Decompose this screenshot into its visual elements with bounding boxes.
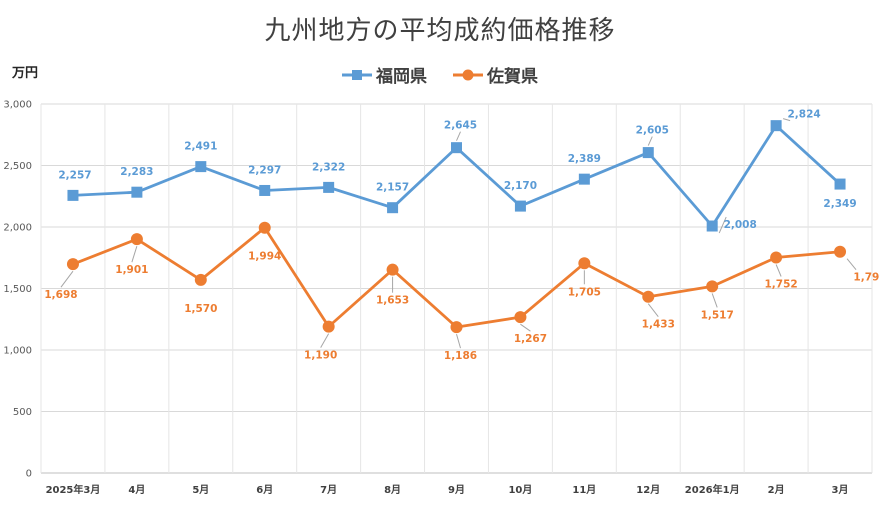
data-label: 2,322 xyxy=(312,161,345,173)
x-tick-label: 10月 xyxy=(508,484,532,496)
data-point-marker[interactable] xyxy=(642,290,655,303)
data-point-marker[interactable] xyxy=(834,178,846,190)
data-label-leader-line xyxy=(456,333,461,349)
y-tick-label: 3,000 xyxy=(3,100,32,111)
data-point-marker[interactable] xyxy=(67,189,79,201)
chart-title: 九州地方の平均成約価格推移 xyxy=(264,16,616,46)
data-point-marker[interactable] xyxy=(194,273,207,286)
data-label-leader-line xyxy=(60,270,74,288)
data-point-marker[interactable] xyxy=(323,181,335,193)
y-tick-label: 2,000 xyxy=(3,223,32,234)
data-point-marker[interactable] xyxy=(770,120,782,132)
y-tick-label: 500 xyxy=(13,407,32,418)
x-tick-label: 4月 xyxy=(128,484,145,496)
data-label: 1,186 xyxy=(444,350,477,362)
x-tick-label: 8月 xyxy=(384,484,401,496)
x-tick-label: 7月 xyxy=(320,484,337,496)
data-label: 1,705 xyxy=(568,286,601,298)
data-label: 2,157 xyxy=(376,182,409,194)
data-label: 1,698 xyxy=(44,289,77,301)
data-label-leader-line xyxy=(782,118,791,122)
x-tick-label: 9月 xyxy=(448,484,465,496)
data-point-marker[interactable] xyxy=(706,280,719,293)
data-point-marker[interactable] xyxy=(770,251,783,264)
data-label: 2,349 xyxy=(823,198,856,210)
data-point-marker[interactable] xyxy=(578,257,591,270)
y-tick-label: 0 xyxy=(26,469,32,480)
data-label: 1,752 xyxy=(765,279,798,291)
data-point-marker[interactable] xyxy=(386,263,399,276)
data-point-marker[interactable] xyxy=(130,233,143,246)
data-label: 1,517 xyxy=(701,309,734,321)
data-label: 2,283 xyxy=(120,166,153,178)
data-point-marker[interactable] xyxy=(131,186,143,198)
data-label-leader-line xyxy=(520,323,531,332)
data-label-leader-line xyxy=(131,246,138,263)
data-label: 2,645 xyxy=(444,120,477,132)
data-point-marker[interactable] xyxy=(514,311,527,324)
data-label: 2,297 xyxy=(248,164,281,176)
data-point-marker[interactable] xyxy=(578,173,590,185)
data-label-leader-line xyxy=(456,131,461,141)
legend-label-saga: 佐賀県 xyxy=(487,67,538,87)
x-tick-label: 6月 xyxy=(256,484,273,496)
data-label-leader-line xyxy=(647,303,659,318)
data-label-leader-line xyxy=(775,264,782,277)
legend-item-saga[interactable]: 佐賀県 xyxy=(453,62,538,87)
data-label: 2,824 xyxy=(788,109,821,121)
data-point-marker[interactable] xyxy=(834,245,847,258)
data-label: 1,433 xyxy=(642,319,675,331)
data-label: 1,267 xyxy=(514,333,547,345)
data-label: 2,605 xyxy=(636,125,669,137)
data-point-marker[interactable] xyxy=(514,200,526,212)
legend-marker-circle-icon xyxy=(453,69,483,80)
data-label: 2,389 xyxy=(568,153,601,165)
data-label: 2,257 xyxy=(58,169,91,181)
data-label: 1,901 xyxy=(115,264,148,276)
data-label: 1,190 xyxy=(304,350,337,362)
x-tick-label: 12月 xyxy=(636,484,660,496)
data-point-marker[interactable] xyxy=(387,202,399,214)
data-label-leader-line xyxy=(846,258,857,271)
data-point-marker[interactable] xyxy=(706,220,718,232)
x-tick-label: 5月 xyxy=(192,484,209,496)
data-point-marker[interactable] xyxy=(259,184,271,196)
data-label-leader-line xyxy=(320,333,330,348)
y-axis-unit-label: 万円 xyxy=(12,66,39,81)
data-label: 2,008 xyxy=(724,219,757,231)
y-tick-label: 2,500 xyxy=(3,161,32,172)
data-point-marker[interactable] xyxy=(195,161,207,173)
data-point-marker[interactable] xyxy=(642,147,654,159)
data-label: 2,170 xyxy=(504,180,537,192)
legend: 福岡県 佐賀県 xyxy=(0,62,880,87)
x-tick-label: 2026年1月 xyxy=(685,483,740,496)
legend-label-fukuoka: 福岡県 xyxy=(376,67,427,87)
x-tick-label: 2月 xyxy=(768,484,785,496)
data-point-marker[interactable] xyxy=(451,142,462,154)
y-tick-label: 1,500 xyxy=(3,284,32,295)
data-point-marker[interactable] xyxy=(450,321,463,334)
data-point-marker[interactable] xyxy=(322,320,335,333)
data-point-marker[interactable] xyxy=(258,221,271,234)
data-label: 1,994 xyxy=(248,251,281,263)
data-label: 1,570 xyxy=(184,303,217,315)
legend-marker-square-icon xyxy=(342,69,372,80)
data-label: 1,799 xyxy=(853,272,880,284)
data-label: 2,491 xyxy=(184,141,217,153)
legend-item-fukuoka[interactable]: 福岡県 xyxy=(342,62,427,87)
data-point-marker[interactable] xyxy=(66,258,79,271)
data-label-leader-line xyxy=(718,216,727,234)
y-tick-label: 1,000 xyxy=(3,346,32,357)
x-tick-label: 3月 xyxy=(832,484,849,496)
x-tick-label: 2025年3月 xyxy=(46,483,101,496)
data-label-leader-line xyxy=(711,293,718,308)
data-label-leader-line xyxy=(647,136,653,146)
x-tick-label: 11月 xyxy=(572,484,596,496)
data-label: 1,653 xyxy=(376,295,409,307)
